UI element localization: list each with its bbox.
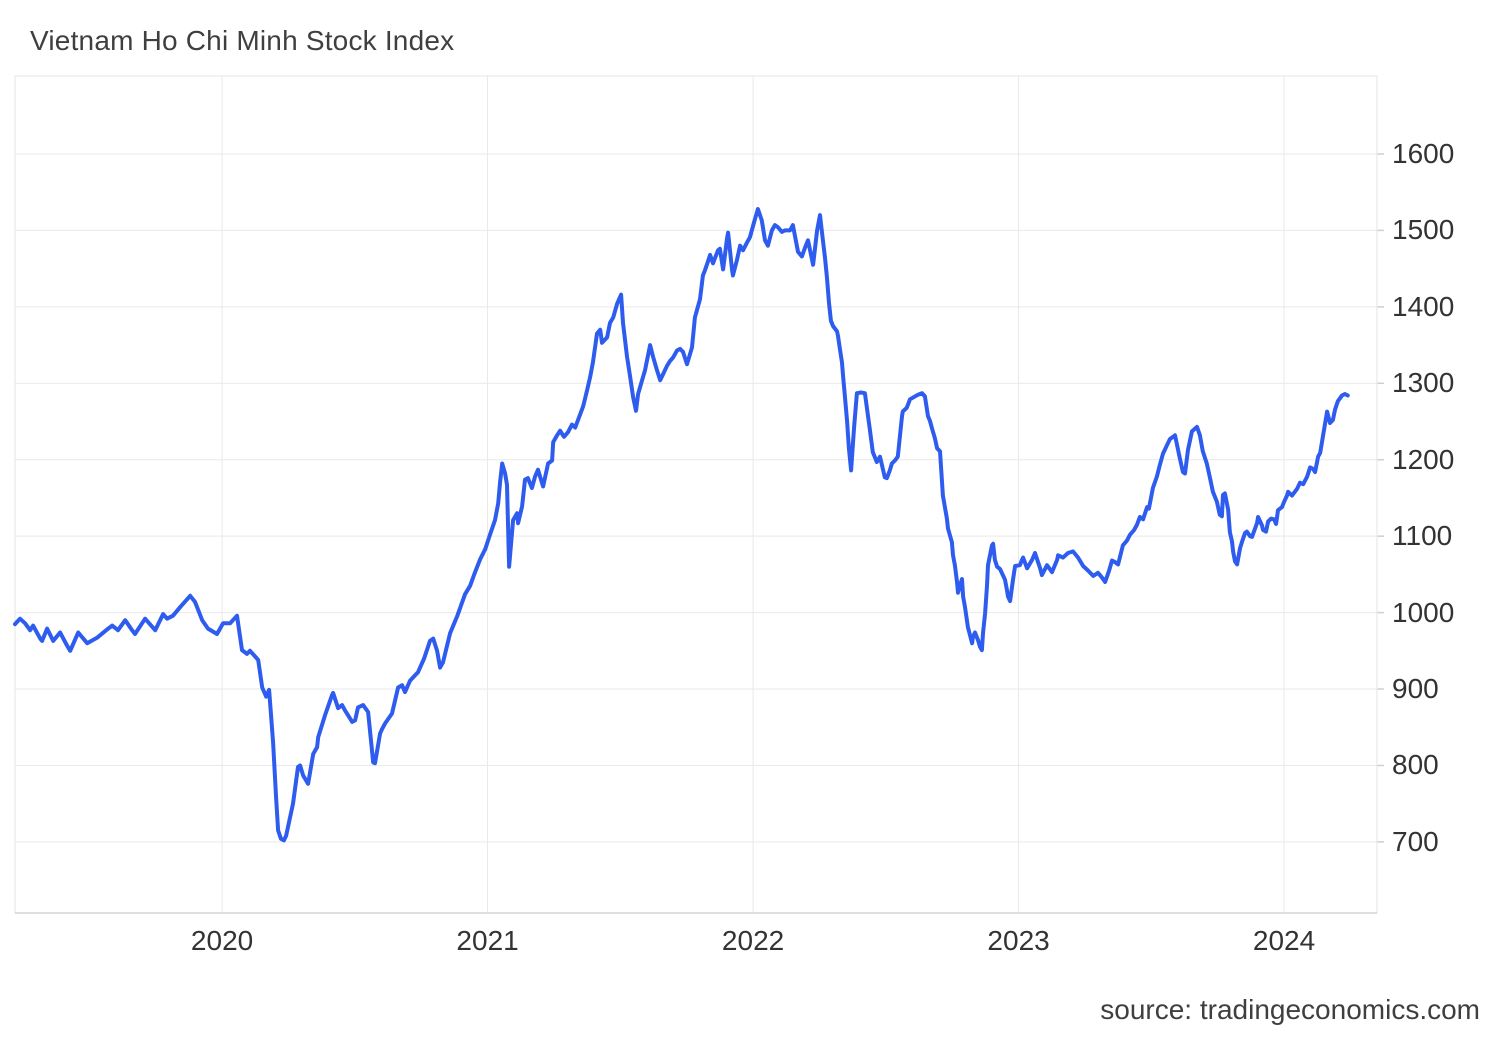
source-credit: source: tradingeconomics.com [1100, 994, 1480, 1025]
price-line [13, 207, 1350, 843]
plot-border [14, 75, 1378, 914]
chart-title: Vietnam Ho Chi Minh Stock Index [30, 25, 455, 56]
